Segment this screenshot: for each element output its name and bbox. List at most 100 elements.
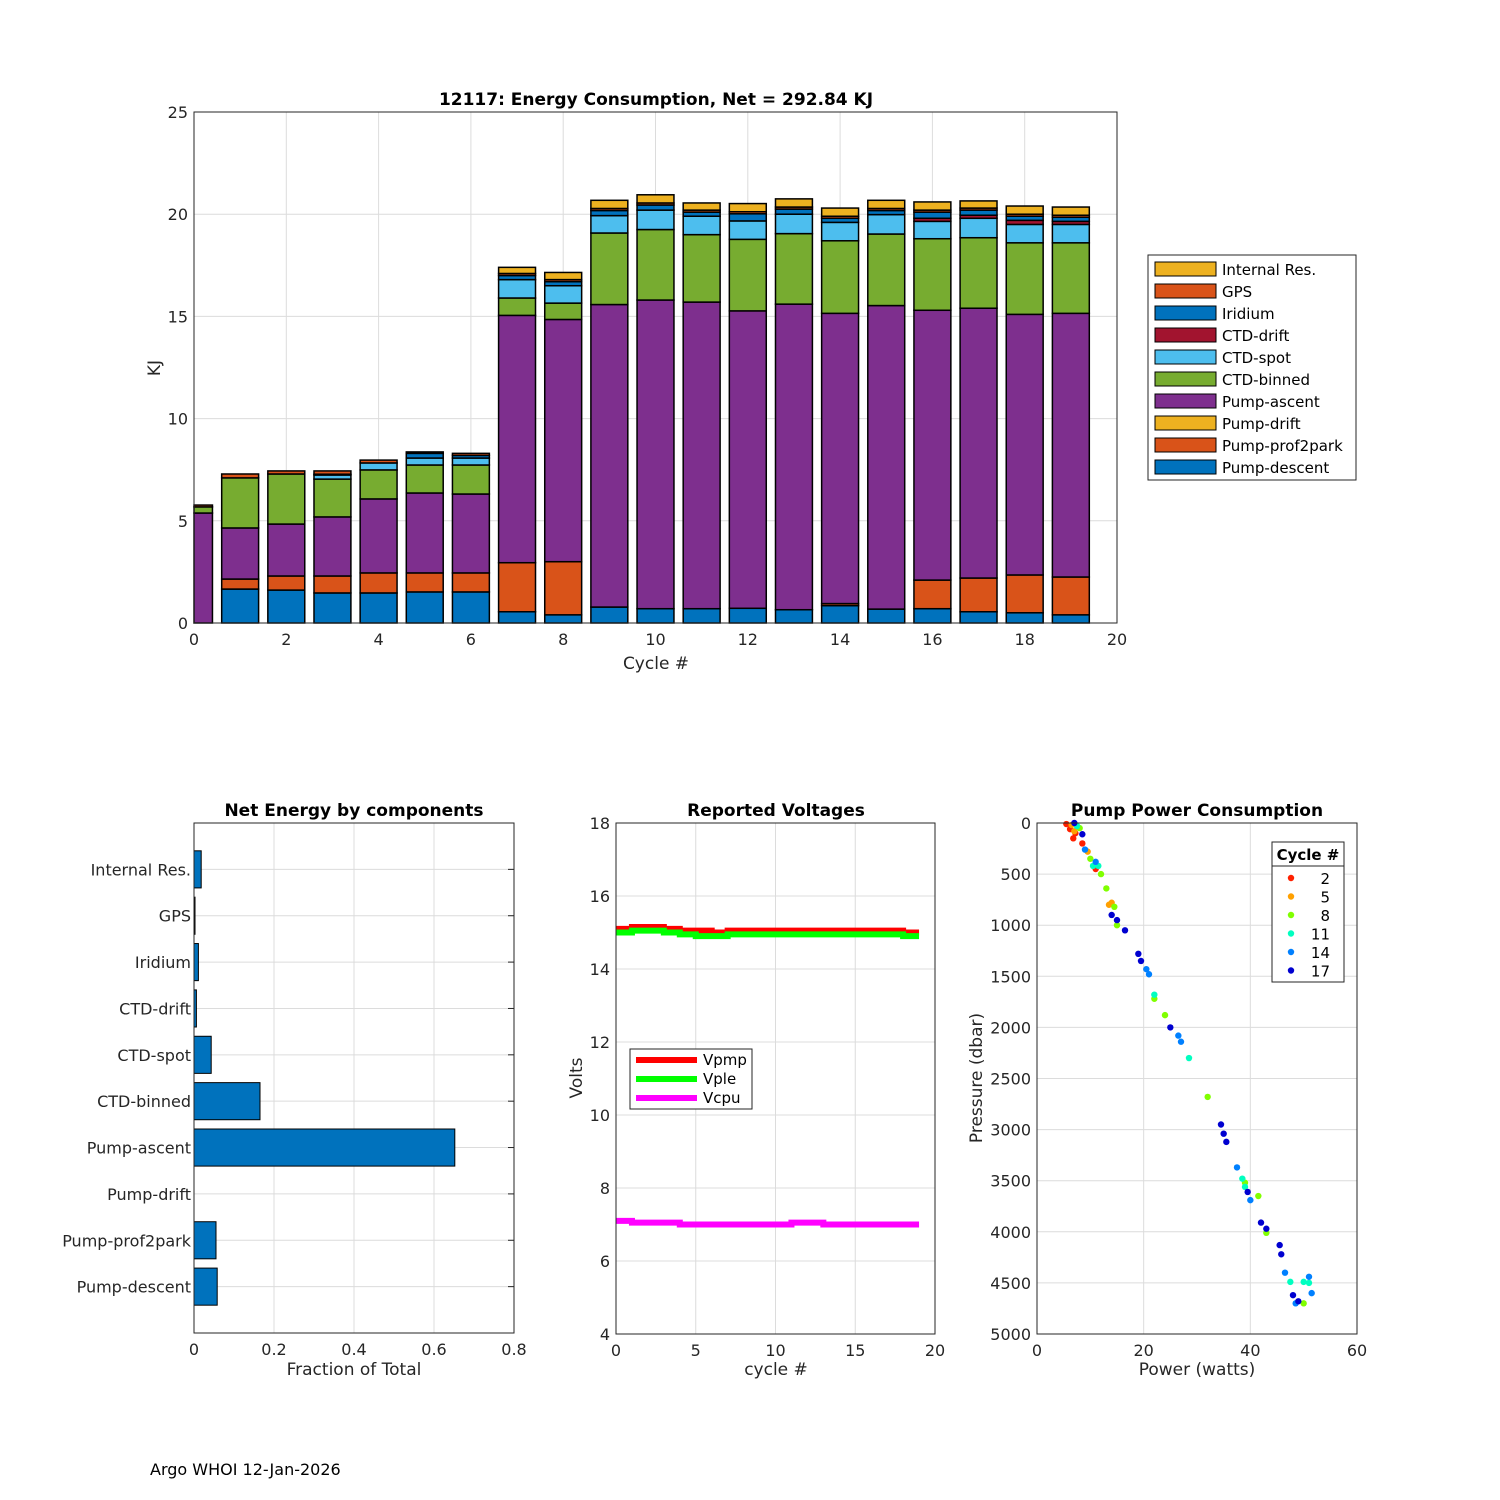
data-point-cycle-11 bbox=[1305, 1279, 1313, 1287]
bar-segment-internal-res bbox=[913, 201, 952, 211]
bar-segment-pump-descent bbox=[497, 611, 537, 624]
data-point-cycle-17 bbox=[1079, 831, 1086, 838]
y-tick-label: Pump-descent bbox=[77, 1278, 191, 1297]
bar-segment-pump-prof2park bbox=[267, 575, 306, 591]
bar-segment-ctd-binned bbox=[543, 302, 583, 321]
bar-segment-pump-ascent bbox=[313, 516, 352, 577]
y-tick-label: 3500 bbox=[990, 1172, 1031, 1191]
bar-segment-pump-descent bbox=[1051, 614, 1091, 624]
bar-segment-pump-prof2park bbox=[220, 578, 260, 590]
bar-segment-ctd-spot bbox=[451, 457, 491, 466]
bar-segment-pump-prof2park bbox=[913, 579, 952, 610]
x-tick-label: 0.4 bbox=[341, 1340, 366, 1359]
data-point-cycle-17 bbox=[1263, 1225, 1270, 1232]
data-point-cycle-17 bbox=[1217, 1121, 1225, 1128]
legend-label: CTD-drift bbox=[1222, 327, 1289, 345]
y-tick-label: 1000 bbox=[990, 916, 1031, 935]
legend-swatch bbox=[1154, 393, 1217, 409]
legend-label: 2 bbox=[1320, 870, 1330, 888]
bar-segment-ctd-spot bbox=[867, 213, 906, 235]
y-tick-label: 2000 bbox=[990, 1018, 1031, 1037]
bar-segment-pump-descent bbox=[590, 606, 629, 624]
x-tick-label: 20 bbox=[1107, 630, 1127, 649]
y-tick-label: 500 bbox=[1000, 865, 1031, 884]
data-point-cycle-17 bbox=[1135, 950, 1142, 958]
x-tick-label: 0.8 bbox=[501, 1340, 526, 1359]
bar-segment-pump-descent bbox=[959, 611, 998, 624]
footer-text: Argo WHOI 12-Jan-2026 bbox=[150, 1460, 341, 1479]
chart-title: 12117: Energy Consumption, Net = 292.84 … bbox=[439, 90, 873, 110]
bar-segment-pump-prof2park bbox=[405, 572, 444, 593]
data-point-cycle-8 bbox=[1111, 903, 1118, 911]
bar-segment-pump-ascent bbox=[451, 493, 491, 574]
bar-segment-ctd-binned bbox=[820, 240, 860, 315]
bar-segment-pump-ascent bbox=[913, 309, 952, 581]
data-point-cycle-17 bbox=[1244, 1188, 1251, 1196]
bar-segment-pump-descent bbox=[220, 588, 260, 624]
bar-segment-ctd-binned bbox=[497, 297, 537, 317]
bar-segment-pump-ascent bbox=[1005, 313, 1044, 576]
data-point-cycle-17 bbox=[1295, 1298, 1302, 1305]
bar-segment-pump-ascent bbox=[820, 312, 860, 605]
x-tick-label: 6 bbox=[466, 630, 476, 649]
bar bbox=[193, 1082, 261, 1121]
legend-label: Pump-prof2park bbox=[1222, 437, 1343, 455]
legend-label: 5 bbox=[1320, 889, 1330, 907]
bar-segment-ctd-binned bbox=[636, 228, 675, 301]
bar-segment-ctd-spot bbox=[774, 213, 814, 235]
y-tick-label: Pump-ascent bbox=[87, 1139, 191, 1158]
data-point-cycle-5 bbox=[1071, 827, 1078, 835]
bar-segment-gps bbox=[451, 452, 491, 457]
bar-segment-gps bbox=[220, 473, 260, 479]
x-tick-label: 40 bbox=[1240, 1341, 1260, 1360]
y-tick-label: 10 bbox=[168, 410, 188, 429]
bar-segment-pump-descent bbox=[774, 608, 814, 624]
data-point-cycle-8 bbox=[1255, 1192, 1262, 1200]
bars bbox=[193, 194, 1091, 624]
data-point-cycle-14 bbox=[1175, 1032, 1182, 1039]
x-tick-label: 0 bbox=[189, 1340, 199, 1359]
x-tick-labels: 0 0.2 0.4 0.6 0.8 bbox=[189, 1340, 527, 1359]
legend-label: CTD-spot bbox=[1222, 349, 1291, 367]
bars bbox=[193, 850, 456, 1306]
data-point-cycle-14 bbox=[1247, 1196, 1254, 1204]
legend-label: CTD-binned bbox=[1222, 371, 1310, 389]
bar-segment-ctd-binned bbox=[405, 464, 444, 494]
bar-segment-ctd-spot bbox=[636, 209, 675, 231]
bar-segment-pump-ascent bbox=[867, 304, 906, 610]
bar-segment-internal-res bbox=[590, 199, 629, 210]
bar-segment-pump-prof2park bbox=[451, 572, 491, 593]
bar bbox=[193, 1035, 212, 1074]
y-axis-label: KJ bbox=[145, 360, 165, 376]
bar-segment-ctd-spot bbox=[682, 215, 721, 236]
pump-power-chart: 0 20 40 60 0 500 1000 1500 2000 2500 3000 3500 4000… bbox=[967, 801, 1367, 1380]
bar-segment-pump-ascent bbox=[220, 527, 260, 580]
bar-segment-gps bbox=[359, 459, 398, 464]
x-tick-label: 2 bbox=[281, 630, 291, 649]
bar-segment-pump-ascent bbox=[774, 303, 814, 611]
legend-label: 14 bbox=[1311, 944, 1330, 962]
bar-segment-ctd-spot bbox=[590, 214, 629, 234]
legend-swatch bbox=[1154, 371, 1217, 387]
x-axis-label: Fraction of Total bbox=[287, 1360, 422, 1380]
bar-segment-internal-res bbox=[959, 200, 998, 209]
y-tick-label: 6 bbox=[600, 1252, 610, 1271]
legend-label: Internal Res. bbox=[1222, 261, 1316, 279]
bar-segment-ctd-binned bbox=[267, 473, 306, 525]
legend: Internal Res. GPS Iridium CTD-drift CTD-spot… bbox=[1147, 254, 1357, 481]
data-point-cycle-2 bbox=[1063, 820, 1070, 828]
chart-title: Net Energy by components bbox=[224, 801, 483, 821]
data-point-cycle-2 bbox=[1079, 840, 1086, 847]
bar-segment-pump-descent bbox=[682, 607, 721, 624]
y-tick-labels: 0 500 1000 1500 2000 2500 3000 3500 4000 4500 5000 bbox=[990, 814, 1031, 1344]
bar-segment-pump-prof2park bbox=[1005, 574, 1044, 614]
x-tick-label: 0 bbox=[611, 1341, 621, 1360]
bar-segment-ctd-binned bbox=[867, 233, 906, 307]
x-tick-label: 4 bbox=[374, 630, 384, 649]
y-tick-label: 5 bbox=[178, 512, 188, 531]
legend-label: 17 bbox=[1311, 963, 1330, 981]
bar-segment-ctd-binned bbox=[959, 236, 998, 309]
bar-segment-pump-prof2park bbox=[959, 577, 998, 613]
plot-frame bbox=[193, 822, 515, 1334]
